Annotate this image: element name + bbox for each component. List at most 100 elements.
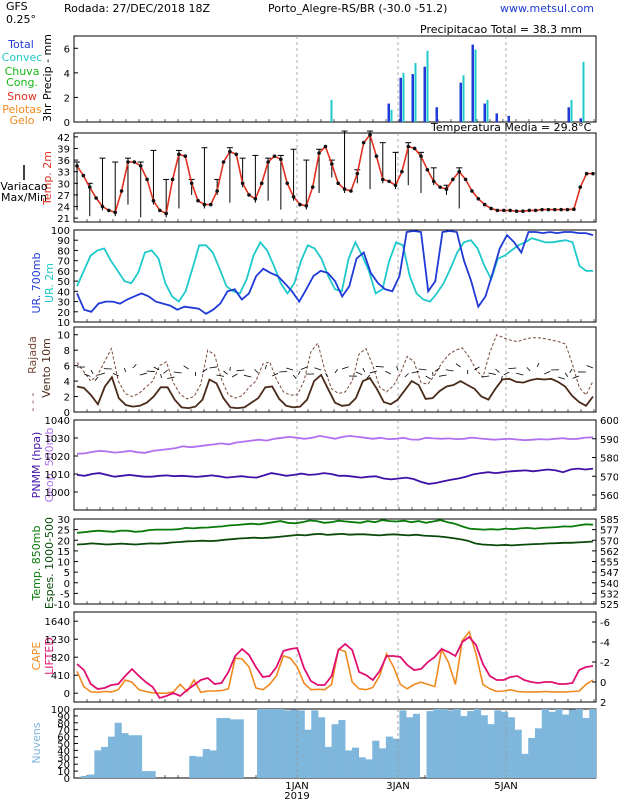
temp-point: [323, 144, 328, 149]
wind-arrow: [264, 364, 267, 370]
temp-point: [113, 210, 118, 215]
temp-point: [470, 189, 474, 193]
temp-point: [425, 167, 430, 172]
wind-arrow: [572, 375, 580, 379]
legend-pelotas-line2: Gelo: [9, 114, 34, 127]
wind-arrow: [167, 376, 175, 379]
precip-ytick-label: 2: [64, 93, 70, 104]
cloud-bar: [297, 710, 305, 778]
temp-point: [196, 198, 200, 203]
cape-ytick-label: 1230: [45, 635, 70, 646]
wind-arrow: [325, 372, 329, 378]
humidity-ytick-label: 80: [57, 246, 70, 257]
model-label: GFS: [6, 0, 28, 13]
vento-ylabel: Vento 10m: [40, 338, 53, 398]
cloud-bar: [514, 729, 522, 778]
temp-point: [151, 198, 156, 203]
cloud-bar: [379, 748, 387, 778]
cloud-bar: [494, 710, 502, 778]
legend-chuva-cong-line2: Cong.: [6, 76, 38, 89]
temp-point: [349, 189, 353, 193]
cloud-bar: [589, 709, 597, 778]
cloud-bar: [358, 757, 366, 778]
cloud-bar: [392, 738, 400, 778]
cape-ytick-label: 820: [51, 653, 70, 664]
temp-point: [521, 209, 525, 213]
cloud-bar: [412, 713, 421, 778]
temp-point: [527, 208, 532, 213]
plot-area: 0246212427303336394210203040506070809010…: [45, 35, 618, 785]
wind-arrow: [202, 368, 208, 373]
precip-total-bar: [495, 113, 498, 122]
temp-point: [272, 154, 277, 159]
wind-arrow: [474, 366, 480, 371]
temp-point: [361, 140, 366, 145]
cloud-bar: [148, 771, 156, 778]
temp-point: [107, 208, 111, 213]
wind-arrow: [97, 372, 106, 376]
cloud-bar: [372, 740, 380, 778]
cloud-bar: [507, 717, 515, 778]
temp-point: [591, 171, 595, 176]
temp-point: [259, 181, 264, 186]
wind-arrow: [425, 375, 431, 380]
wind-arrow: [355, 371, 363, 375]
temp-point: [75, 164, 79, 168]
cloud-bar: [202, 749, 210, 778]
wind-arrow: [297, 370, 301, 376]
temp-point: [298, 202, 302, 207]
precip-total-bar: [435, 107, 438, 122]
cloud-bar: [189, 755, 197, 778]
rajada-legend-dash: - - -: [26, 393, 39, 412]
humidity-ytick-label: 30: [57, 298, 70, 309]
precip-total-bar: [411, 74, 414, 122]
temp-point: [412, 146, 417, 151]
temp850-ytick-label-r: 540: [600, 579, 618, 590]
temp-point: [438, 185, 442, 189]
temp-point: [514, 209, 519, 213]
time-label-5jan: 5JAN: [494, 781, 517, 792]
temp-point: [552, 207, 557, 212]
cloud-bar: [541, 709, 549, 778]
wind-arrow: [216, 374, 225, 377]
clouds-ylabel: Nuvens: [30, 722, 43, 763]
wind-arrow: [434, 367, 440, 372]
temp-point: [81, 173, 86, 178]
temp-point: [489, 206, 493, 211]
humidity-ytick-label: 40: [57, 287, 70, 298]
website-link[interactable]: www.metsul.com: [500, 2, 594, 15]
temp-point: [565, 207, 570, 212]
temp-point: [419, 154, 423, 159]
temp-point: [559, 207, 563, 212]
cloud-bar: [107, 736, 115, 778]
cloud-bar: [304, 729, 312, 778]
cape-ytick-label-r: 0: [600, 678, 606, 689]
temp-point: [202, 202, 207, 207]
rajada-ylabel: Rajada: [26, 336, 39, 374]
clouds-ytick-label: 50: [57, 740, 70, 751]
temp-point: [132, 160, 137, 164]
wind-arrow: [229, 366, 231, 372]
wind-arrow: [209, 366, 218, 369]
temp-point: [247, 193, 251, 197]
temp-point: [170, 177, 175, 182]
cape-ylabel: CAPE: [30, 642, 43, 671]
temp-point: [119, 189, 124, 193]
temp-ytick-label: 27: [57, 191, 70, 202]
temp-point: [572, 207, 576, 212]
temp850-ytick-label: 15: [57, 547, 70, 558]
espes-ylabel: Espes. 1000-500: [43, 517, 56, 609]
cloud-bar: [114, 722, 122, 778]
cloud-bar: [128, 735, 136, 778]
temp850-ytick-label: 5: [64, 568, 70, 579]
precip-convec-bar: [462, 75, 465, 122]
cloud-bar: [582, 717, 590, 778]
cloud-bar: [331, 724, 339, 778]
temp850-frame: [73, 518, 597, 605]
temp-ytick-label: 30: [57, 179, 70, 190]
wind-line: [76, 373, 594, 410]
wind-arrow: [503, 371, 510, 376]
clouds-ytick-label: 20: [57, 760, 70, 771]
wind-arrow: [564, 372, 569, 377]
precip-total-bar: [423, 66, 426, 122]
